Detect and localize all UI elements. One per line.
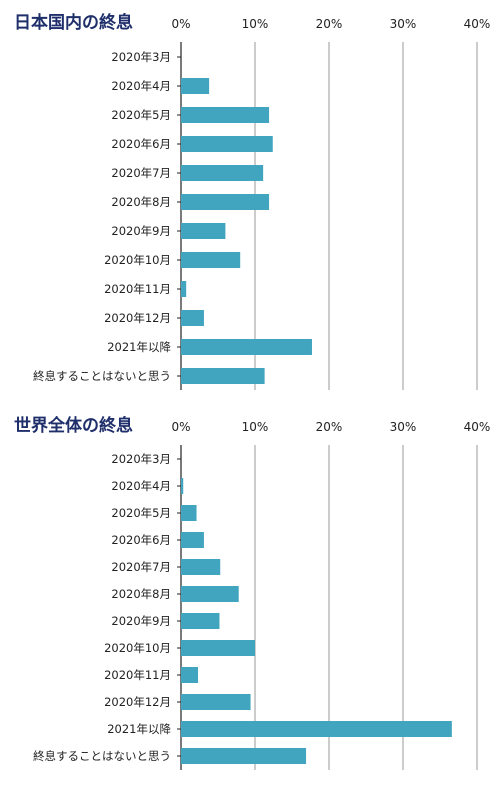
bar xyxy=(181,505,197,521)
category-label: 2020年3月 xyxy=(111,452,171,466)
category-label: 2020年4月 xyxy=(111,79,171,93)
bar xyxy=(181,339,312,355)
bar xyxy=(181,694,251,710)
category-label: 2020年4月 xyxy=(111,479,171,493)
category-label: 2021年以降 xyxy=(107,340,171,354)
bar xyxy=(181,78,210,94)
category-label: 2020年8月 xyxy=(111,587,171,601)
bar xyxy=(181,136,273,152)
category-label: 2020年5月 xyxy=(111,108,171,122)
category-label: 2020年12月 xyxy=(104,311,171,325)
chart-1: 日本国内の終息 0% 10% 20% 30% 40% 2020年3月 2020年4月 2020年… xyxy=(14,12,490,390)
category-label: 2020年8月 xyxy=(111,195,171,209)
chart-title: 日本国内の終息 xyxy=(14,12,133,33)
x-tick-label: 0% xyxy=(171,420,190,434)
x-tick-label: 30% xyxy=(390,17,417,31)
x-tick-label: 10% xyxy=(242,17,269,31)
bar xyxy=(181,613,220,629)
bar xyxy=(181,478,184,494)
x-tick-label: 20% xyxy=(316,17,343,31)
category-label: 2021年以降 xyxy=(107,722,171,736)
x-tick-label: 30% xyxy=(390,420,417,434)
category-label: 2020年10月 xyxy=(104,253,171,267)
category-label: 2020年7月 xyxy=(111,166,171,180)
bar xyxy=(181,252,241,268)
category-label: 終息することはないと思う xyxy=(33,749,171,763)
bar xyxy=(181,107,270,123)
bar xyxy=(181,559,221,575)
category-label: 2020年10月 xyxy=(104,641,171,655)
category-label: 2020年5月 xyxy=(111,506,171,520)
bar xyxy=(181,532,204,548)
category-label: 2020年9月 xyxy=(111,224,171,238)
bar xyxy=(181,586,239,602)
bar xyxy=(181,667,199,683)
bar xyxy=(181,223,226,239)
x-tick-label: 0% xyxy=(171,17,190,31)
category-label: 2020年9月 xyxy=(111,614,171,628)
bar xyxy=(181,721,452,737)
x-tick-label: 20% xyxy=(316,420,343,434)
x-tick-label: 40% xyxy=(464,420,491,434)
category-label: 2020年6月 xyxy=(111,137,171,151)
bar xyxy=(181,281,187,297)
x-tick-label: 10% xyxy=(242,420,269,434)
chart-2: 世界全体の終息 0% 10% 20% 30% 40% 2020年3月 2020年4月 2020年… xyxy=(14,415,490,770)
category-label: 終息することはないと思う xyxy=(33,369,171,383)
bar xyxy=(181,165,264,181)
category-label: 2020年11月 xyxy=(104,668,171,682)
bar xyxy=(181,194,270,210)
bar xyxy=(181,748,307,764)
bar xyxy=(181,640,255,656)
category-label: 2020年3月 xyxy=(111,50,171,64)
category-label: 2020年7月 xyxy=(111,560,171,574)
x-tick-label: 40% xyxy=(464,17,491,31)
category-label: 2020年6月 xyxy=(111,533,171,547)
category-label: 2020年12月 xyxy=(104,695,171,709)
bar xyxy=(181,310,204,326)
category-label: 2020年11月 xyxy=(104,282,171,296)
bar xyxy=(181,368,265,384)
chart-title: 世界全体の終息 xyxy=(14,415,133,436)
